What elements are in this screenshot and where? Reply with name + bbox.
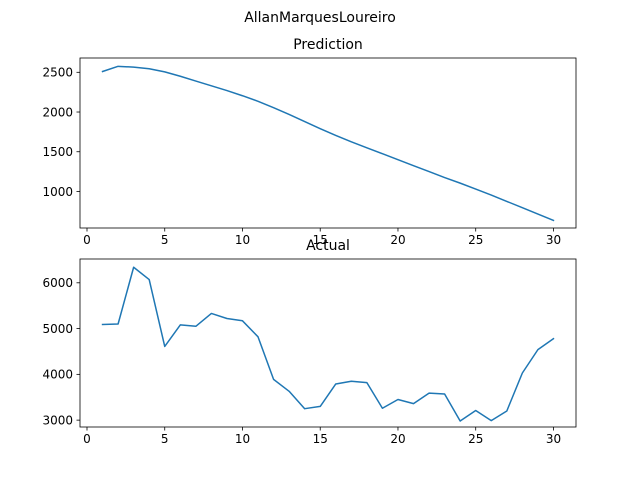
- prediction-xtick-label: 10: [235, 233, 250, 247]
- actual-series-line: [101, 266, 555, 422]
- actual-title: Actual: [306, 238, 350, 254]
- prediction-subplot: Prediction 0 5 10 15 20 25 30 1000 1500 2000 2500: [42, 37, 577, 247]
- prediction-ticks: 0 5 10 15 20 25 30 1000 1500 2000 2500: [42, 66, 561, 247]
- actual-ytick-label: 3000: [42, 413, 73, 427]
- actual-xtick-label: 0: [83, 432, 91, 446]
- prediction-xtick-label: 5: [161, 233, 169, 247]
- prediction-ytick-label: 1000: [42, 185, 73, 199]
- prediction-xtick-label: 30: [546, 233, 561, 247]
- prediction-ytick-label: 1500: [42, 145, 73, 159]
- actual-xtick-label: 15: [313, 432, 328, 446]
- actual-ytick-label: 5000: [42, 322, 73, 336]
- actual-xtick-label: 20: [390, 432, 405, 446]
- prediction-series-line: [101, 65, 555, 222]
- actual-ticks: 0 5 10 15 20 25 30 3000 4000 5000 6000: [42, 276, 561, 446]
- prediction-xtick-label: 25: [468, 233, 483, 247]
- actual-xtick-label: 25: [468, 432, 483, 446]
- actual-ytick-label: 6000: [42, 276, 73, 290]
- prediction-plot-area: [101, 65, 555, 222]
- actual-plot-area: [101, 266, 555, 422]
- actual-xtick-label: 5: [161, 432, 169, 446]
- actual-xtick-label: 10: [235, 432, 250, 446]
- prediction-ytick-label: 2000: [42, 105, 73, 119]
- prediction-axes-frame: [79, 57, 577, 229]
- prediction-xtick-label: 0: [83, 233, 91, 247]
- prediction-xtick-label: 20: [390, 233, 405, 247]
- actual-xtick-label: 30: [546, 432, 561, 446]
- actual-subplot: 0 5 10 15 20 25 30 3000 4000 5000 6000 Actual: [42, 238, 577, 446]
- prediction-ytick-label: 2500: [42, 66, 73, 80]
- figure-suptitle: AllanMarquesLoureiro: [244, 10, 396, 26]
- prediction-xtick-label: 15: [313, 233, 328, 247]
- prediction-title: Prediction: [293, 37, 363, 53]
- actual-axes-frame: [79, 258, 577, 428]
- actual-ytick-label: 4000: [42, 368, 73, 382]
